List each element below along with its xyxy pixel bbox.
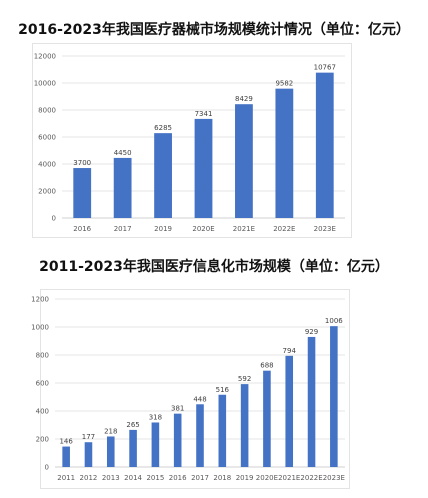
y-tick-label: 2000 — [38, 188, 56, 196]
x-tick-label: 2014 — [124, 474, 142, 482]
y-tick-label: 8000 — [38, 107, 56, 115]
x-tick-label: 2021E — [233, 225, 255, 233]
bar — [275, 88, 294, 218]
y-tick-label: 0 — [52, 215, 56, 223]
chart-2-plot: 0 200 400 600 800 1000 1200 146 2011 177 2012 218 20… — [31, 296, 345, 482]
y-tick-label: 400 — [36, 408, 49, 416]
data-label: 265 — [126, 421, 139, 429]
y-tick-label: 1200 — [31, 296, 49, 304]
x-tick-label: 2017 — [114, 225, 132, 233]
data-label: 1006 — [325, 317, 343, 325]
x-tick-label: 2021E — [278, 474, 300, 482]
bar — [285, 355, 294, 467]
x-tick-label: 2023E — [323, 474, 345, 482]
bar — [218, 394, 227, 467]
y-tick-label: 800 — [36, 352, 49, 360]
bar — [151, 422, 160, 467]
data-label: 516 — [216, 386, 230, 394]
bar — [240, 384, 249, 467]
x-tick-label: 2015 — [146, 474, 164, 482]
data-label: 448 — [193, 395, 206, 403]
y-tick-label: 4000 — [38, 161, 56, 169]
x-tick-label: 2019 — [236, 474, 254, 482]
y-tick-label: 0 — [45, 464, 49, 472]
data-label: 688 — [260, 362, 273, 370]
x-tick-label: 2023E — [314, 225, 336, 233]
data-label: 381 — [171, 405, 184, 413]
bar — [154, 133, 172, 218]
chart-2-title: 2011-2023年我国医疗信息化市场规模（单位：亿元） — [39, 259, 389, 275]
y-tick-label: 600 — [36, 380, 49, 388]
data-label: 592 — [238, 375, 251, 383]
chart-2-area: 0 200 400 600 800 1000 1200 146 2011 177 2012 218 20… — [31, 289, 350, 489]
data-label: 318 — [149, 413, 162, 421]
chart-1-plot: 0 2000 4000 6000 8000 10000 12000 3700 2016 4450 2… — [34, 53, 345, 233]
y-tick-label: 1000 — [31, 324, 49, 332]
bar — [196, 404, 204, 467]
x-tick-label: 2016 — [169, 474, 187, 482]
chart-1-title: 2016-2023年我国医疗器械市场规模统计情况（单位：亿元） — [18, 22, 410, 38]
bar — [194, 118, 213, 218]
bar — [173, 413, 182, 467]
bar — [113, 157, 132, 218]
bar — [129, 429, 137, 467]
bar — [84, 442, 93, 467]
bar — [330, 326, 338, 467]
data-label: 10767 — [314, 64, 336, 72]
data-label: 4450 — [114, 149, 132, 157]
data-label: 8429 — [235, 95, 253, 103]
x-tick-label: 2022E — [273, 225, 295, 233]
y-tick-label: 200 — [36, 436, 49, 444]
x-tick-label: 2012 — [80, 474, 98, 482]
bar — [315, 72, 334, 218]
data-label: 146 — [59, 438, 73, 446]
data-label: 9582 — [275, 80, 293, 88]
data-label: 7341 — [195, 110, 213, 118]
x-tick-label: 2020E — [192, 225, 214, 233]
bar — [73, 168, 92, 218]
x-tick-label: 2018 — [213, 474, 231, 482]
bar — [235, 104, 253, 218]
bar — [62, 446, 70, 467]
data-label: 3700 — [73, 159, 91, 167]
data-label: 6285 — [154, 124, 172, 132]
x-tick-label: 2016 — [73, 225, 91, 233]
x-tick-label: 2022E — [300, 474, 322, 482]
y-tick-label: 10000 — [34, 80, 56, 88]
data-label: 177 — [82, 433, 95, 441]
y-tick-label: 12000 — [34, 53, 56, 61]
data-label: 218 — [104, 427, 117, 435]
x-tick-label: 2020E — [256, 474, 278, 482]
x-tick-label: 2017 — [191, 474, 209, 482]
y-tick-label: 6000 — [38, 134, 56, 142]
x-tick-label: 2013 — [102, 474, 120, 482]
x-tick-label: 2019 — [154, 225, 172, 233]
chart-1-area: 0 2000 4000 6000 8000 10000 12000 3700 2016 4450 2… — [32, 43, 352, 238]
bar — [307, 336, 316, 467]
data-label: 929 — [305, 328, 318, 336]
x-tick-label: 2011 — [57, 474, 75, 482]
bar — [106, 436, 115, 467]
bar — [263, 370, 271, 467]
data-label: 794 — [283, 347, 297, 355]
